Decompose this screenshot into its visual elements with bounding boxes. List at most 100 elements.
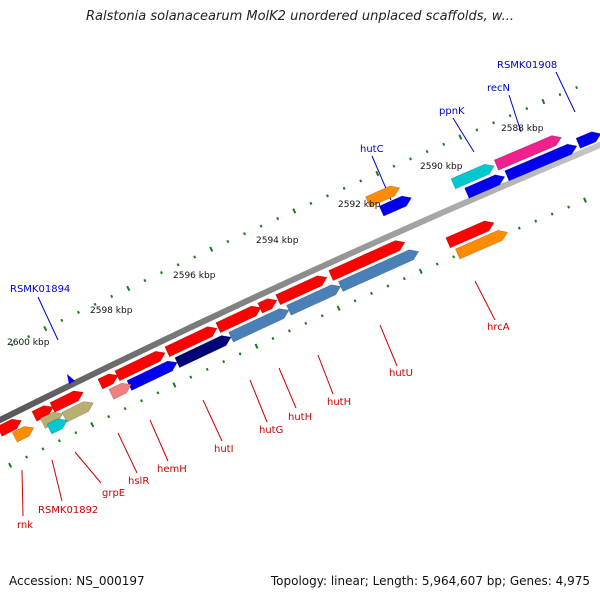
gene-label-hutH-2[interactable]: hutH <box>288 412 312 423</box>
chromosome-backbone <box>0 141 600 424</box>
label-leader-lines <box>21 71 576 517</box>
scale-tick <box>386 284 390 288</box>
gene-arrow-hslR-salmon[interactable] <box>108 382 132 400</box>
scale-tick <box>93 302 97 306</box>
scale-tick <box>172 382 177 388</box>
leader-RSMK01908 <box>555 71 576 113</box>
scale-tick <box>90 421 95 428</box>
scale-tick <box>74 431 78 435</box>
scale-tick <box>326 194 329 198</box>
gene-arrow-ppnK[interactable] <box>450 163 495 190</box>
scale-tick <box>409 157 412 161</box>
scale-tick <box>550 212 554 216</box>
leader-hutU <box>379 324 398 367</box>
scale-tick <box>517 226 521 230</box>
scale-tick <box>126 285 131 292</box>
gene-arrow-hslR[interactable] <box>97 373 119 390</box>
scale-tick <box>160 271 163 275</box>
gene-arrow-hutG[interactable] <box>215 305 262 334</box>
scale-tick <box>254 343 259 349</box>
gene-label-hslR[interactable]: hslR <box>128 476 149 487</box>
scale-tick <box>435 262 439 266</box>
gene-label-hutG[interactable]: hutG <box>259 425 283 436</box>
scale-tick <box>353 299 357 303</box>
gene-label-RSMK01892[interactable]: RSMK01892 <box>38 505 98 516</box>
gene-label-hutU[interactable]: hutU <box>389 368 413 379</box>
gene-label-hutC[interactable]: hutC <box>360 144 384 155</box>
gene-label-RSMK01908[interactable]: RSMK01908 <box>497 60 557 71</box>
scale-label-2600: 2600 kbp <box>7 338 50 348</box>
gene-label-ppnK[interactable]: ppnK <box>439 106 465 117</box>
scale-tick <box>575 86 579 90</box>
scale-tick <box>370 291 373 295</box>
marker-RSMK01894[interactable] <box>67 374 75 384</box>
accession-text: Accession: NS_000197 <box>9 574 145 588</box>
gene-arrow-hutI[interactable] <box>164 326 218 358</box>
leader-grpE <box>74 451 102 484</box>
gene-label-hemH[interactable]: hemH <box>157 464 187 475</box>
gene-arrow-recN[interactable] <box>493 135 562 171</box>
scale-tick <box>442 142 446 146</box>
gene-label-hutI[interactable]: hutI <box>214 444 234 455</box>
scale-tick <box>567 205 571 209</box>
scale-ticks <box>8 86 587 468</box>
gene-arrow-grpE[interactable] <box>49 390 84 413</box>
gene-arrow-hutH[interactable] <box>275 275 328 306</box>
gene-arrow-RSMK01892[interactable] <box>31 405 54 422</box>
scale-tick <box>60 318 64 323</box>
gene-arrow-hemH[interactable] <box>114 350 166 382</box>
scale-tick <box>458 134 463 140</box>
leader-hutH-2 <box>278 367 297 409</box>
scale-tick <box>276 216 280 221</box>
scale-tick <box>287 329 291 333</box>
scale-tick <box>425 149 429 154</box>
scale-tick <box>359 179 363 183</box>
scale-tick <box>336 305 341 311</box>
scale-tick <box>27 335 31 339</box>
scale-tick <box>402 277 406 281</box>
topology-summary-text: Topology: linear; Length: 5,964,607 bp; … <box>270 574 590 588</box>
scale-tick <box>452 255 456 259</box>
gene-arrow-hutG-steel[interactable] <box>228 308 290 343</box>
gene-arrow-recN-blue[interactable] <box>504 143 578 182</box>
gene-arrow-hutU[interactable] <box>328 240 406 281</box>
gene-arrow-rnk[interactable] <box>0 418 22 437</box>
gene-label-rnk[interactable]: rnk <box>17 520 33 531</box>
gene-label-hutH-1[interactable]: hutH <box>327 397 351 408</box>
scale-tick <box>558 92 562 97</box>
scale-tick <box>342 186 346 190</box>
gene-arrow-RSMK01892-khaki[interactable] <box>39 411 64 429</box>
scale-label-2588: 2588 kbp <box>501 124 544 134</box>
scale-tick <box>156 391 160 395</box>
scale-tick <box>309 201 313 205</box>
gene-arrow-hutH-steel[interactable] <box>286 284 342 316</box>
gene-arrow-hemH-blue[interactable] <box>126 360 178 391</box>
gene-arrow-RSMK01908[interactable] <box>575 131 600 149</box>
gene-arrow-rnk-orange[interactable] <box>11 426 35 443</box>
scale-tick <box>193 255 197 259</box>
gene-arrow-RSMK01892-cyan[interactable] <box>46 418 68 435</box>
scale-tick <box>123 407 127 411</box>
gene-arrow-hutU-steel[interactable] <box>338 249 420 292</box>
gene-arrow-hutC-orange[interactable] <box>365 185 401 208</box>
leader-hutH-1 <box>317 354 334 395</box>
scale-tick <box>10 343 14 347</box>
gene-label-recN[interactable]: recN <box>487 83 510 94</box>
gene-arrow-ppnK-blue[interactable] <box>464 174 506 199</box>
gene-arrow-hutH-2[interactable] <box>257 298 278 314</box>
scale-label-2590: 2590 kbp <box>420 162 463 172</box>
gene-arrow-hrcA[interactable] <box>445 220 495 249</box>
leader-recN <box>508 94 522 133</box>
scale-tick <box>292 208 297 214</box>
gene-arrow-hutC[interactable] <box>378 195 412 217</box>
gene-label-RSMK01894[interactable]: RSMK01894 <box>10 284 70 295</box>
scale-tick <box>77 310 80 314</box>
gene-arrow-hutI-navy[interactable] <box>174 335 232 368</box>
gene-arrow-hrcA-orange[interactable] <box>455 229 509 260</box>
scale-tick <box>110 294 114 298</box>
gene-label-hrcA[interactable]: hrcA <box>487 322 510 333</box>
gene-label-grpE[interactable]: grpE <box>102 488 125 499</box>
scale-tick <box>226 239 230 244</box>
